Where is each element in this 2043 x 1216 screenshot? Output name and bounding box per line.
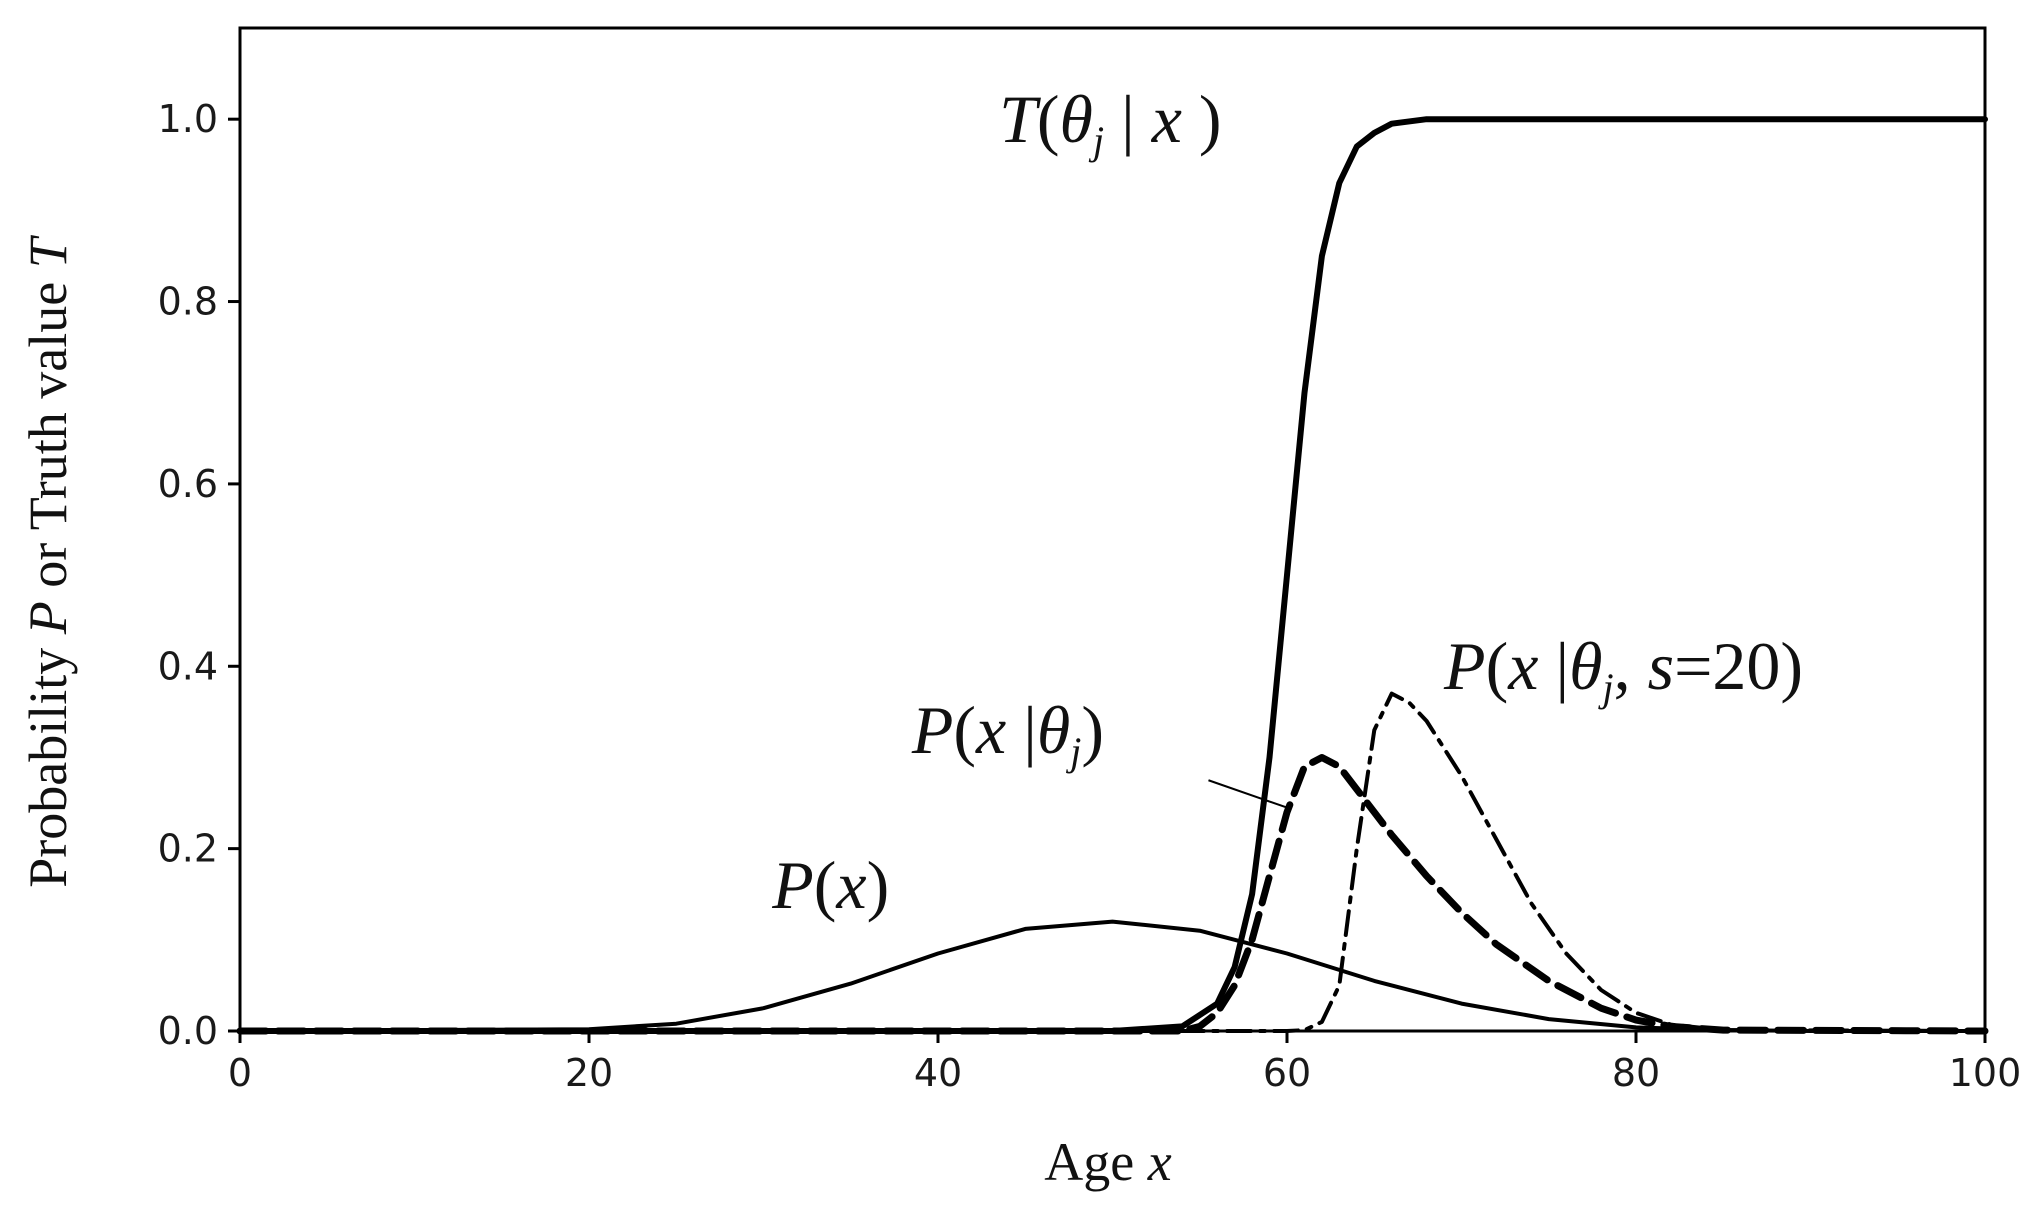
x-tick-label: 0: [228, 1051, 252, 1095]
series-line-2: [237, 116, 1988, 1034]
y-axis-title-part1: Probability: [18, 634, 78, 888]
annotation-part: ,: [1614, 628, 1648, 704]
annotation-part: j: [1088, 118, 1104, 163]
annotation-Pxthetas: P(x |θj, s=20): [1443, 628, 1803, 710]
y-tick-label: 0.0: [158, 1009, 218, 1053]
plot-frame: [238, 26, 1987, 1033]
annotation-part: (: [1037, 81, 1060, 157]
y-axis-ticks: 0.0 0.2 0.4 0.6 0.8 1.0: [158, 97, 240, 1053]
annotation-part: x: [835, 847, 866, 923]
annotation-pointer: [1208, 779, 1288, 809]
annotation-part: T: [999, 81, 1041, 157]
annotation-part: |: [1538, 628, 1569, 704]
annotation-part: ): [1081, 692, 1104, 768]
x-axis-title-var: x: [1147, 1132, 1172, 1192]
annotation-part: |: [1006, 692, 1037, 768]
annotation-part: (: [953, 692, 976, 768]
annotation-part: θ: [1569, 628, 1602, 704]
series-line-4: [238, 691, 1987, 1033]
y-tick-label: 1.0: [158, 97, 218, 141]
x-tick-label: 60: [1263, 1051, 1311, 1095]
annotation-part: (: [1486, 628, 1509, 704]
annotation-part: ): [867, 847, 890, 923]
y-tick-label: 0.8: [158, 280, 218, 324]
annotation-part: ): [1182, 81, 1222, 157]
annotation-part: j: [1065, 729, 1081, 774]
x-tick-label: 20: [565, 1051, 613, 1095]
y-tick-label: 0.2: [158, 827, 218, 871]
annotation-Px: P(x): [771, 847, 889, 923]
y-axis-title: Probability P or Truth value T: [18, 234, 78, 888]
annotation-part: x: [1151, 81, 1182, 157]
y-axis-title-var1: P: [18, 601, 78, 635]
x-tick-label: 40: [914, 1051, 962, 1095]
y-tick-label: 0.4: [158, 644, 218, 688]
annotation-part: x: [1507, 628, 1538, 704]
annotation-part: =20): [1674, 628, 1803, 704]
annotation-part: P: [1443, 628, 1486, 704]
annotation-part: |: [1104, 81, 1152, 157]
annotation-part: θ: [1037, 692, 1070, 768]
annotation-part: x: [975, 692, 1006, 768]
annotation-part: P: [911, 692, 954, 768]
annotation-Tcurve: T(θj | x ): [999, 81, 1221, 163]
annotation-part: θ: [1060, 81, 1093, 157]
annotation-part: j: [1597, 665, 1613, 710]
plot-series: [236, 116, 1989, 1035]
annotation-part: s: [1648, 628, 1674, 704]
y-axis-title-part2: or Truth value: [18, 268, 78, 601]
y-tick-label: 0.6: [158, 462, 218, 506]
x-axis-ticks: 0 20 40 60 80 100: [228, 1031, 2021, 1095]
x-axis-title: Age x: [1044, 1132, 1171, 1192]
annotation-part: P: [771, 847, 814, 923]
x-tick-label: 100: [1949, 1051, 2022, 1095]
x-axis-title-prefix: Age: [1044, 1132, 1147, 1192]
annotation-part: (: [814, 847, 837, 923]
x-tick-label: 80: [1612, 1051, 1660, 1095]
pointer-layer: [1208, 779, 1288, 809]
curve-annotations: T(θj | x )P(x |θj, s=20)P(x |θj)P(x): [771, 81, 1803, 923]
annotation-Pxtheta: P(x |θj): [911, 692, 1104, 774]
series-line-3: [236, 754, 1989, 1035]
y-axis-title-var2: T: [18, 234, 78, 268]
